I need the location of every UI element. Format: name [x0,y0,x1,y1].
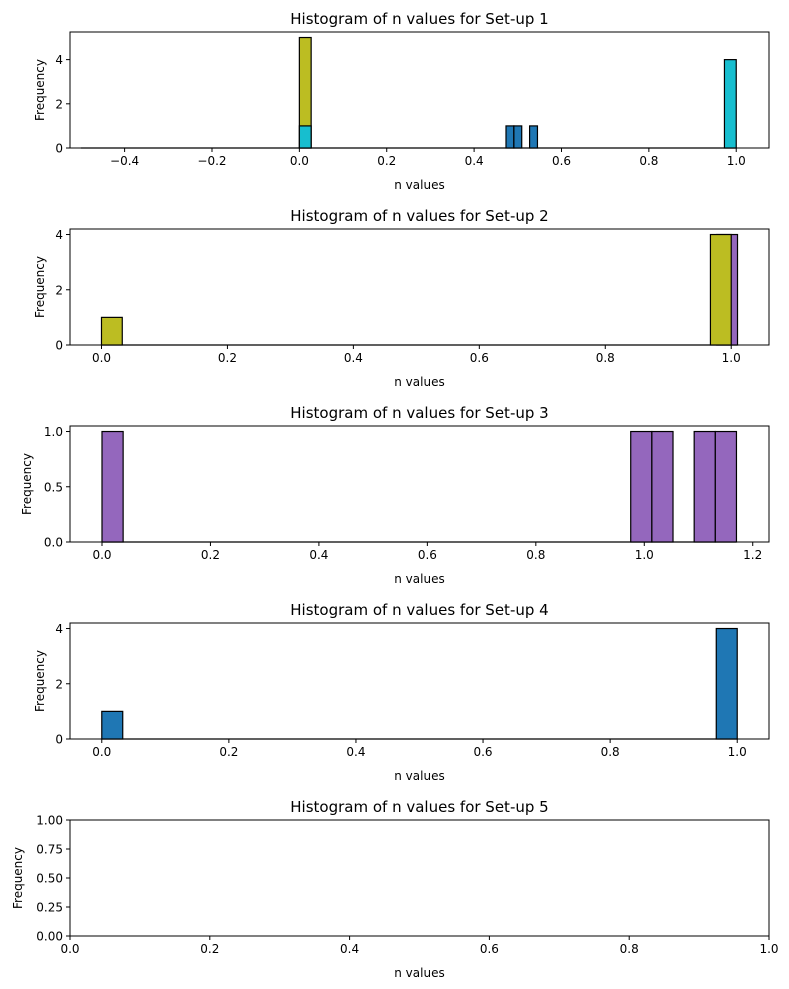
y-tick-label: 2 [55,677,63,691]
y-tick-label: 0.50 [36,872,63,886]
histogram-bar [101,430,124,543]
y-tick-label: 0 [55,142,63,156]
x-tick-label: 0.8 [639,154,658,168]
x-tick-label: 1.0 [635,548,654,562]
histogram-bar [100,316,123,346]
x-axis-label: n values [394,966,444,980]
x-tick-label: 1.0 [722,351,741,365]
x-tick-label: 1.2 [743,548,762,562]
x-tick-label: −0.2 [197,154,226,168]
y-axis-label: Frequency [33,256,47,318]
chart-title: Histogram of n values for Set-up 2 [290,207,548,225]
axes-frame [69,622,770,740]
x-tick-label: 0.2 [219,745,238,759]
y-axis-label: Frequency [11,847,25,909]
subplot-5: Histogram of n values for Set-up 5 0.0 0.2… [11,798,779,980]
subplot-3: Histogram of n values for Set-up 3 0.0 0.2… [20,404,770,586]
x-tick-label: 0.6 [473,745,492,759]
histogram-bar [528,125,539,149]
y-tick-label: 4 [55,622,63,636]
x-tick-label: 0.2 [200,942,219,956]
histogram-bar [651,430,674,543]
x-axis-label: n values [394,178,444,192]
x-tick-label: 1.0 [759,942,778,956]
x-tick-label: 0.0 [290,154,309,168]
histogram-bar [630,430,653,543]
histogram-bar [298,125,312,149]
x-axis-label: n values [394,375,444,389]
y-axis-label: Frequency [20,453,34,515]
y-tick-label: 1.00 [36,814,63,828]
chart-title: Histogram of n values for Set-up 3 [290,404,548,422]
chart-title: Histogram of n values for Set-up 1 [290,10,548,28]
y-tick-label: 1.0 [44,425,63,439]
histogram-bar [715,627,738,740]
axes-frame [69,228,770,346]
x-tick-label: 0.6 [552,154,571,168]
y-tick-label: 4 [55,53,63,67]
x-tick-label: 0.0 [92,745,111,759]
x-tick-label: 0.4 [346,745,365,759]
x-tick-label: 1.0 [727,154,746,168]
y-tick-label: 0 [55,339,63,353]
histogram-bar [714,430,738,543]
x-axis-label: n values [394,769,444,783]
subplot-4: Histogram of n values for Set-up 4 0.0 0.2… [33,601,770,783]
y-tick-label: 0.5 [44,480,63,494]
x-tick-label: 0.0 [92,351,111,365]
x-tick-label: 0.2 [201,548,220,562]
x-tick-label: 0.2 [218,351,237,365]
axes-frame [69,31,770,149]
x-tick-label: 0.0 [60,942,79,956]
histogram-bar [513,125,523,149]
histogram-bar [723,59,737,149]
y-tick-label: 0.00 [36,930,63,944]
x-tick-label: 1.0 [728,745,747,759]
x-tick-label: 0.8 [526,548,545,562]
x-tick-label: 0.4 [340,942,359,956]
x-tick-label: −0.4 [110,154,139,168]
x-tick-label: 0.8 [601,745,620,759]
x-tick-label: 0.8 [620,942,639,956]
x-tick-label: 0.4 [309,548,328,562]
histogram-bar [693,430,716,543]
histogram-bar [709,233,732,346]
x-tick-label: 0.6 [418,548,437,562]
y-tick-label: 0 [55,733,63,747]
y-tick-label: 2 [55,97,63,111]
y-tick-label: 4 [55,228,63,242]
y-tick-label: 2 [55,283,63,297]
x-tick-label: 0.8 [596,351,615,365]
chart-title: Histogram of n values for Set-up 5 [290,798,548,816]
histogram-bar [505,125,515,149]
y-axis-label: Frequency [33,650,47,712]
y-tick-label: 0.0 [44,536,63,550]
x-tick-label: 0.4 [465,154,484,168]
axes-frame [69,819,770,937]
subplot-2: Histogram of n values for Set-up 2 0.0 0.2… [33,207,770,389]
x-tick-label: 0.0 [92,548,111,562]
x-tick-label: 0.4 [344,351,363,365]
chart-title: Histogram of n values for Set-up 4 [290,601,548,619]
y-axis-label: Frequency [33,59,47,121]
x-tick-label: 0.6 [470,351,489,365]
x-tick-label: 0.2 [377,154,396,168]
x-tick-label: 0.6 [480,942,499,956]
subplot-1: Histogram of n values for Set-up 1 −0.4 −0… [33,10,770,192]
axes-frame [69,425,770,543]
y-tick-label: 0.75 [36,843,63,857]
histogram-bar [101,710,124,740]
x-axis-label: n values [394,572,444,586]
y-tick-label: 0.25 [36,901,63,915]
